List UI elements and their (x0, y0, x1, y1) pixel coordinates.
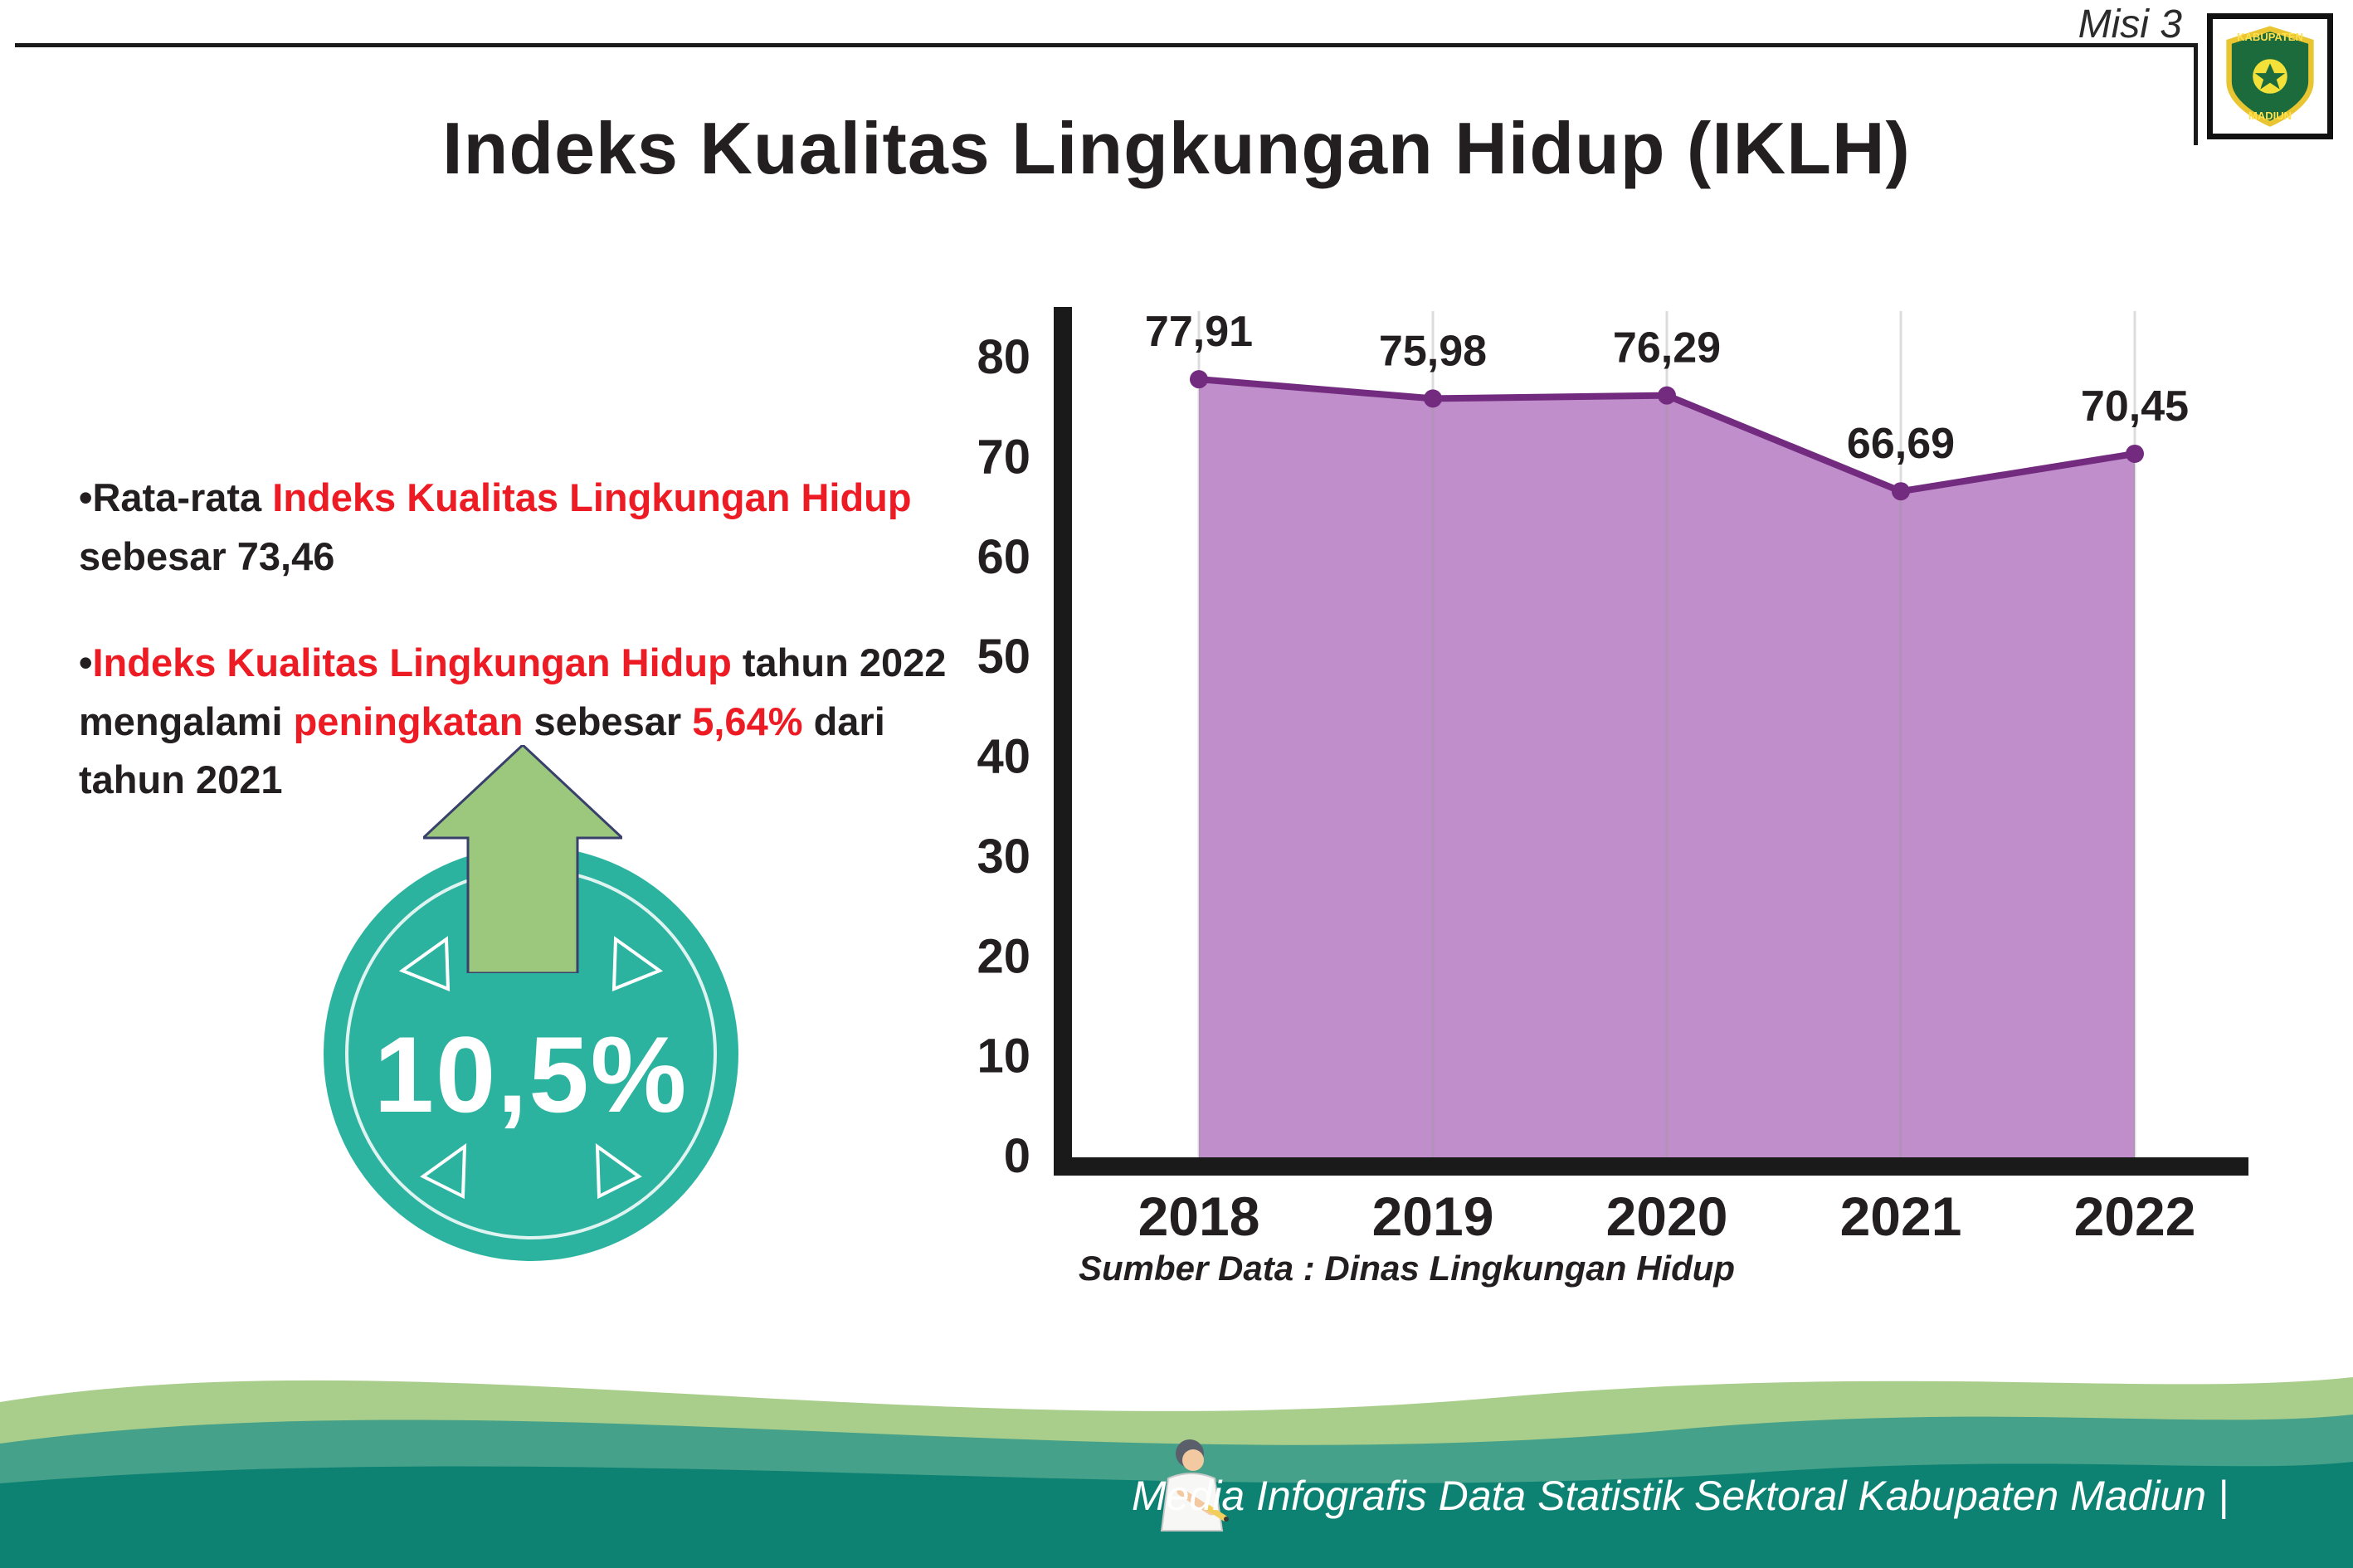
bullet-text: •Rata-rata (79, 475, 273, 519)
bullet-highlight: 5,64% (692, 699, 803, 743)
data-value-label: 70,45 (2081, 382, 2189, 431)
bullet-text: • (79, 640, 93, 684)
bullet-item-increase: •Indeks Kualitas Lingkungan Hidup tahun … (79, 634, 996, 810)
bullet-text: dari tahun 2021 (79, 699, 885, 802)
badge-decoration-triangles (398, 936, 664, 1200)
logo-text-bottom: MADIUN (2248, 110, 2292, 122)
y-tick-label: 40 (977, 730, 1030, 784)
y-tick-label: 80 (977, 330, 1030, 384)
top-divider-line (15, 43, 2194, 47)
shield-icon: KABUPATEN MADIUN (2226, 26, 2314, 127)
bullet-highlight: Indeks Kualitas Lingkungan Hidup (272, 475, 912, 519)
y-tick-label: 20 (977, 929, 1030, 983)
data-value-label: 66,69 (1847, 420, 1955, 468)
bullet-text: tahun 2022 mengalami (79, 640, 947, 743)
bullet-text: sebesar (523, 699, 693, 743)
kabupaten-madiun-logo: KABUPATEN MADIUN (2207, 13, 2333, 139)
y-tick-label: 0 (1004, 1129, 1030, 1183)
x-axis-label: 2022 (2074, 1186, 2196, 1247)
y-tick-label: 70 (977, 430, 1030, 484)
chart-data-point (1658, 386, 1676, 405)
chart-data-point (1892, 482, 1910, 501)
y-tick-label: 10 (977, 1030, 1030, 1083)
badge-percentage-value: 10,5% (373, 1014, 689, 1135)
x-axis-label: 2021 (1840, 1186, 1962, 1247)
x-axis-label: 2019 (1372, 1186, 1494, 1247)
logo-text-top: KABUPATEN (2237, 31, 2303, 43)
arrow-up-icon (423, 745, 622, 973)
chart-data-point (1190, 370, 1208, 389)
bullet-text: sebesar 73,46 (79, 533, 335, 578)
writer-mascot-icon (1160, 1439, 1229, 1531)
page-title: Indeks Kualitas Lingkungan Hidup (IKLH) (442, 107, 1911, 189)
bullet-item-average: •Rata-rata Indeks Kualitas Lingkungan Hi… (79, 469, 996, 586)
footer-credit: Media Infografis Data Statistik Sektoral… (1131, 1473, 2229, 1519)
bullet-list: •Rata-rata Indeks Kualitas Lingkungan Hi… (79, 469, 996, 858)
x-axis-label: 2020 (1606, 1186, 1728, 1247)
data-value-label: 77,91 (1145, 308, 1253, 356)
increase-badge: 10,5% (319, 730, 743, 1278)
x-axis-label: 2018 (1138, 1186, 1260, 1247)
misi-label: Misi 3 (2078, 2, 2182, 46)
y-axis-bar (1054, 307, 1072, 1176)
y-tick-label: 60 (977, 530, 1030, 584)
chart-source-note: Sumber Data : Dinas Lingkungan Hidup (1079, 1249, 1736, 1288)
bullet-highlight: Indeks Kualitas Lingkungan Hidup (92, 640, 732, 684)
y-tick-label: 50 (977, 630, 1030, 684)
x-axis-bar (1054, 1157, 2248, 1176)
chart-area-fill (1199, 379, 2135, 1157)
iklh-chart-svg: 0 10 20 30 40 50 60 70 80 2018 2019 2020 2021 2022 77,… (977, 307, 2248, 1247)
chart-data-point (1424, 389, 1442, 408)
data-value-label: 75,98 (1379, 327, 1487, 375)
top-divider-corner (2194, 43, 2198, 145)
chart-data-point (2126, 444, 2144, 463)
data-value-label: 76,29 (1613, 324, 1721, 373)
iklh-area-chart: 0 10 20 30 40 50 60 70 80 2018 2019 2020 2021 2022 77,… (962, 274, 2290, 1253)
y-tick-label: 30 (977, 830, 1030, 884)
bullet-highlight: peningkatan (293, 699, 524, 743)
